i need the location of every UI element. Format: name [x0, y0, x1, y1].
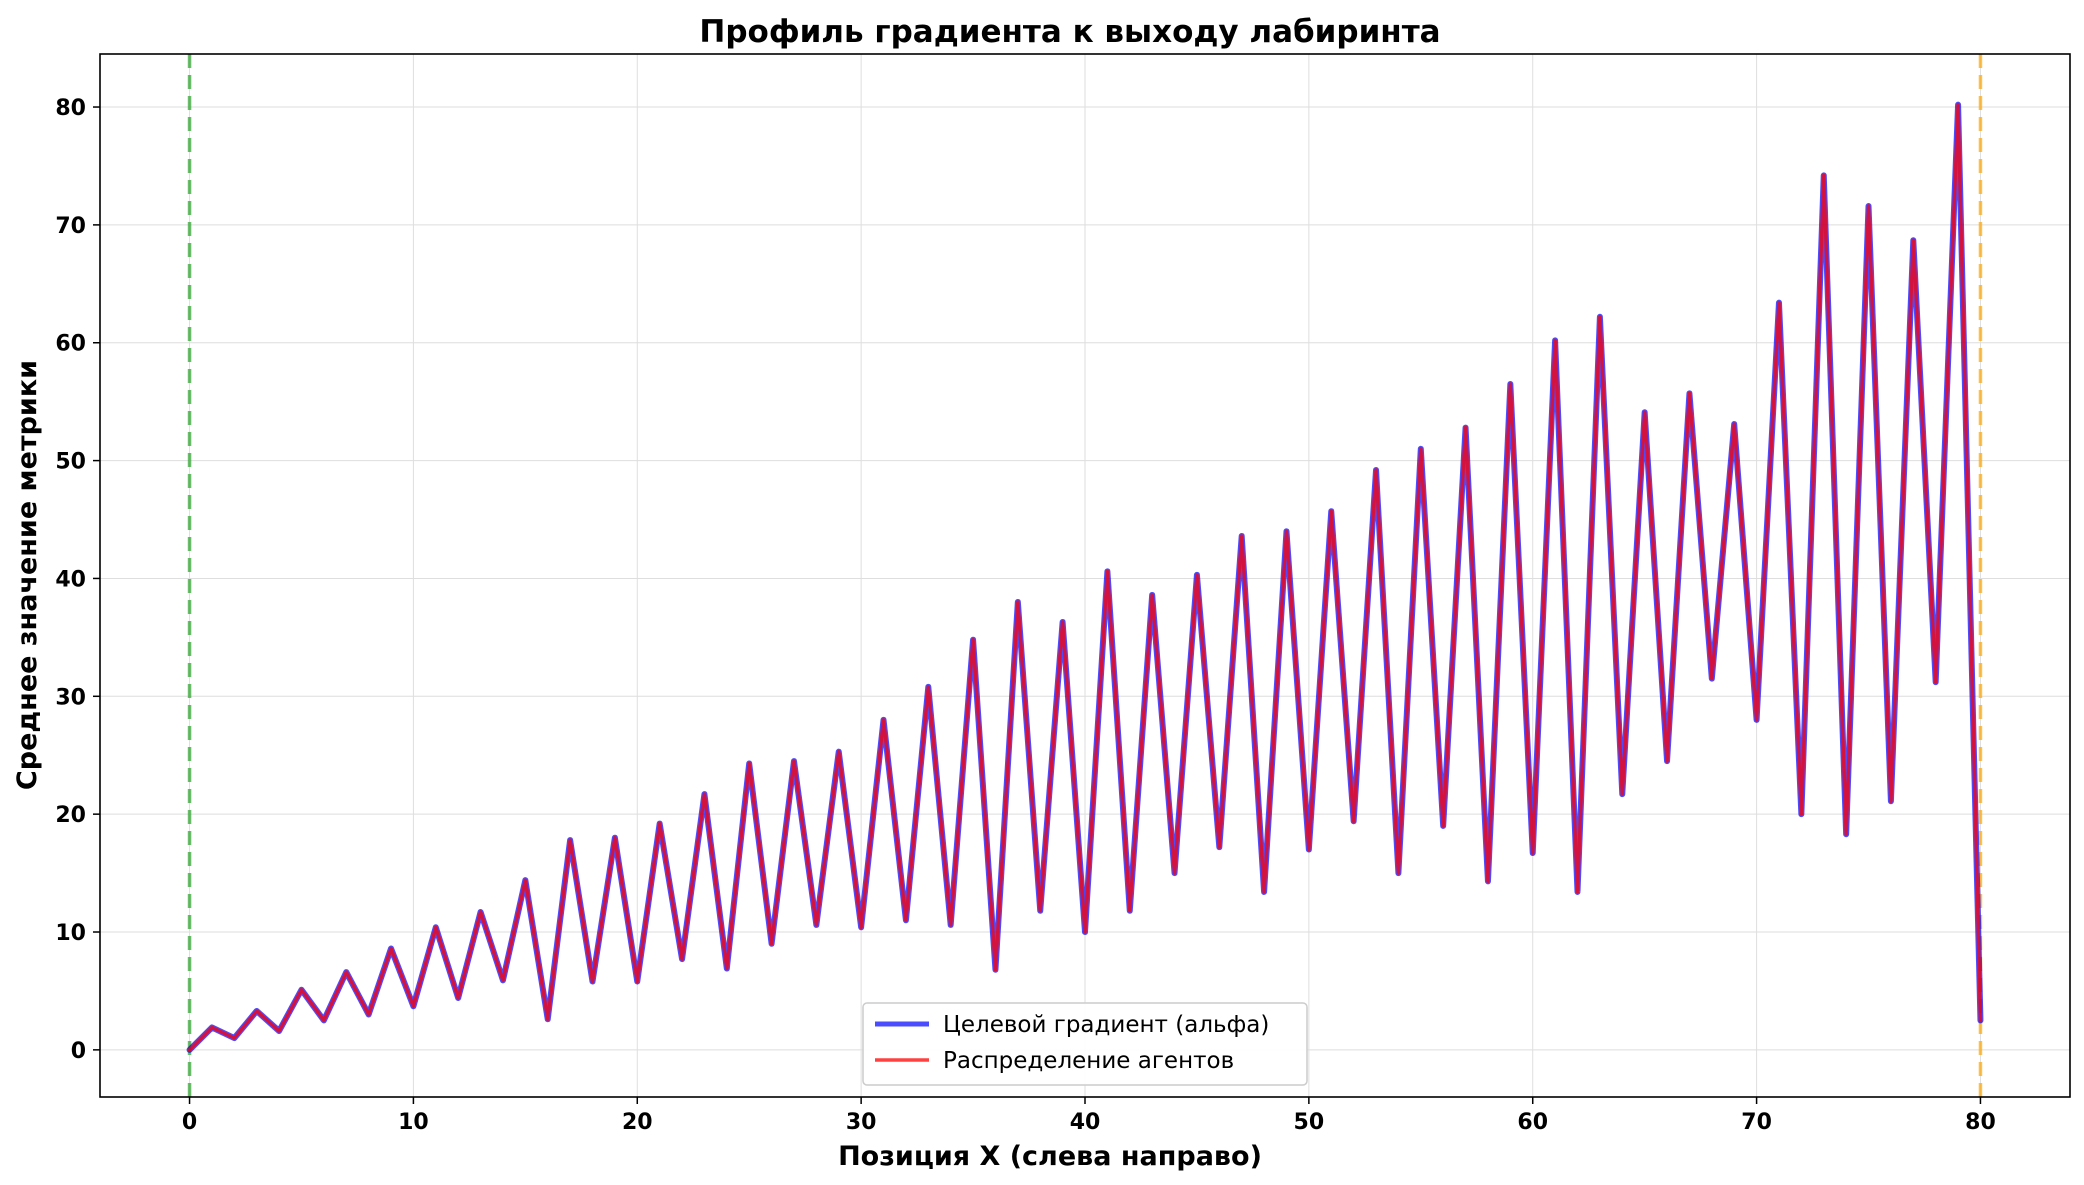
x-tick-label: 10	[398, 1110, 429, 1135]
legend-label-agents: Распределение агентов	[943, 1048, 1234, 1074]
y-tick-label: 50	[55, 450, 86, 475]
x-tick-label: 50	[1294, 1110, 1325, 1135]
chart-title: Профиль градиента к выходу лабиринта	[699, 14, 1440, 50]
y-tick-label: 60	[55, 332, 86, 357]
grid	[100, 54, 2070, 1097]
x-tick-label: 30	[846, 1110, 877, 1135]
y-tick-label: 20	[55, 803, 86, 828]
x-axis-label: Позиция X (слева направо)	[838, 1141, 1262, 1172]
x-tick-label: 80	[1965, 1110, 1996, 1135]
x-tick-label: 0	[182, 1110, 197, 1135]
x-tick-label: 60	[1517, 1110, 1548, 1135]
x-axis-ticks: 0 10 20 30 40 50 60 70 80	[182, 1097, 1996, 1135]
legend: Целевой градиент (альфа) Распределение а…	[863, 1003, 1307, 1085]
x-tick-label: 40	[1070, 1110, 1101, 1135]
x-tick-label: 20	[622, 1110, 653, 1135]
y-tick-label: 0	[71, 1039, 86, 1064]
y-tick-label: 70	[55, 214, 86, 239]
y-axis-ticks: 0 10 20 30 40 50 60 70 80	[55, 96, 100, 1064]
y-axis-label: Среднее значение метрики	[12, 360, 43, 790]
y-tick-label: 80	[55, 96, 86, 121]
y-tick-label: 30	[55, 685, 86, 710]
x-tick-label: 70	[1741, 1110, 1772, 1135]
legend-label-alpha: Целевой градиент (альфа)	[943, 1012, 1269, 1038]
y-tick-label: 10	[55, 921, 86, 946]
y-tick-label: 40	[55, 567, 86, 592]
